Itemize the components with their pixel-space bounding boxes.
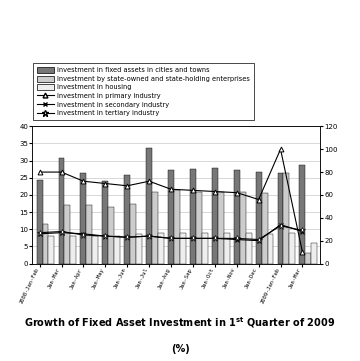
Bar — [256, 172, 262, 264]
Bar — [130, 204, 136, 264]
Bar — [180, 232, 186, 264]
Legend: Investment in fixed assets in cities and towns, Investment by state-owned and st: Investment in fixed assets in cities and… — [33, 63, 254, 120]
Bar — [305, 253, 311, 264]
Bar — [224, 232, 230, 264]
Bar — [174, 190, 180, 264]
Bar — [152, 191, 158, 264]
Bar — [102, 181, 108, 264]
Bar — [234, 170, 240, 264]
Bar — [114, 236, 120, 264]
Bar — [146, 148, 152, 264]
Bar — [92, 236, 98, 264]
Bar — [124, 175, 130, 264]
Bar — [158, 232, 164, 264]
Bar — [190, 169, 196, 264]
Bar — [37, 180, 42, 264]
Bar — [267, 234, 274, 264]
Bar — [240, 191, 246, 264]
Bar — [59, 157, 64, 264]
Bar — [212, 168, 218, 264]
Bar — [300, 165, 305, 264]
Text: Growth of Fixed Asset Investment in 1$^{\mathregular{st}}$ Quarter of 2009: Growth of Fixed Asset Investment in 1$^{… — [24, 316, 336, 330]
Bar — [42, 224, 49, 264]
Bar — [283, 173, 289, 264]
Bar — [108, 207, 114, 264]
Bar — [246, 232, 252, 264]
Bar — [168, 170, 174, 264]
Bar — [262, 193, 267, 264]
Bar — [202, 232, 208, 264]
Bar — [311, 243, 317, 264]
Bar — [81, 173, 86, 264]
Bar — [289, 232, 295, 264]
Text: (%): (%) — [171, 344, 189, 354]
Bar — [196, 191, 202, 264]
Bar — [136, 234, 142, 264]
Bar — [218, 191, 224, 264]
Bar — [64, 205, 71, 264]
Bar — [86, 205, 92, 264]
Bar — [49, 236, 54, 264]
Bar — [278, 173, 283, 264]
Bar — [71, 236, 76, 264]
